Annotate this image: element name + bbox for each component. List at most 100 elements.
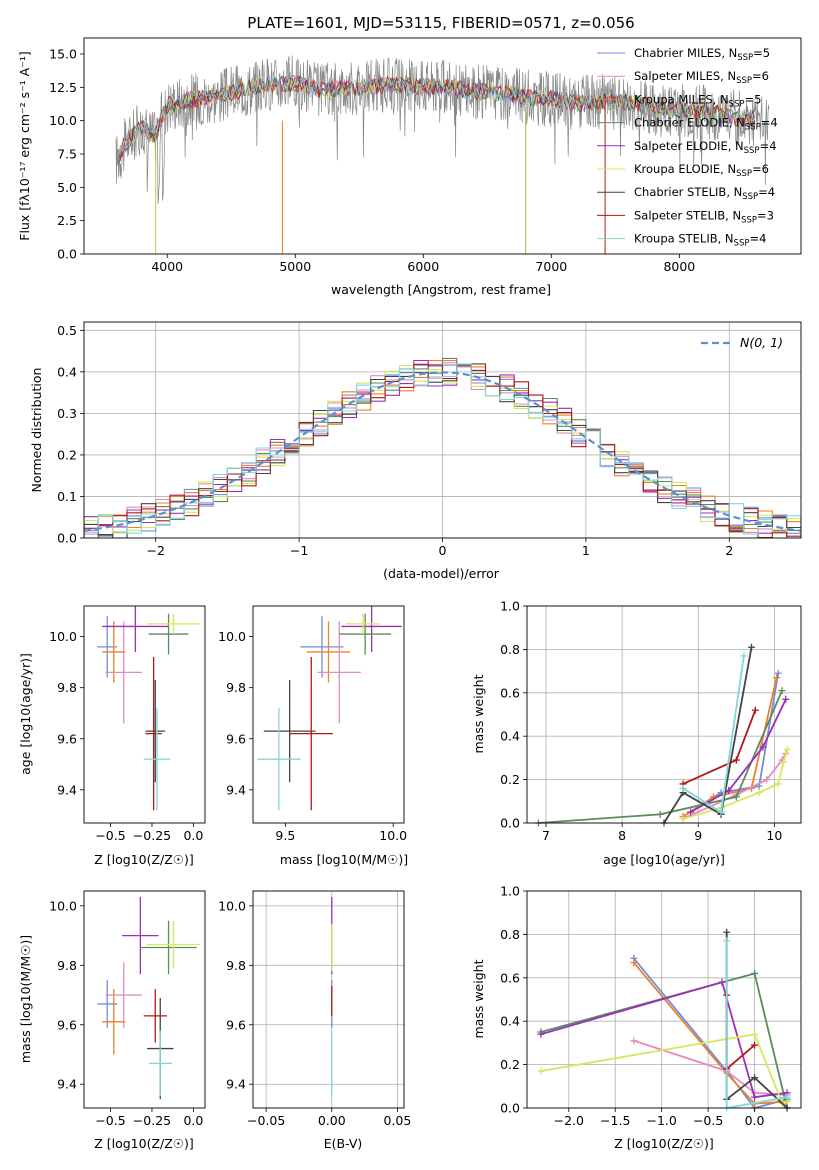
series-salpeter-stelib xyxy=(725,995,756,1071)
plot-area xyxy=(97,606,201,811)
data-point-marker xyxy=(687,808,695,816)
x-tick-label: −0.25 xyxy=(133,828,171,843)
data-point-marker xyxy=(630,959,638,967)
legend-value: =3 xyxy=(757,208,774,222)
x-axis-label: E(B-V) xyxy=(324,1136,363,1151)
y-tick-label: 0.6 xyxy=(500,970,520,985)
plot-area xyxy=(253,891,404,1108)
data-point-marker xyxy=(723,928,731,936)
data-point-marker xyxy=(537,1067,545,1075)
axes-mass_vs_ebv: −0.05 0.00 0.05 9.4 9.6 9.8 10.0 xyxy=(218,890,411,1128)
figure-title: PLATE=1601, MJD=53115, FIBERID=0571, z=0… xyxy=(247,14,634,32)
data-point-marker xyxy=(725,786,733,794)
x-axis-label: mass [log10(M/M☉)] xyxy=(280,852,408,867)
x-tick-label: 9.5 xyxy=(275,828,295,843)
axes-frame xyxy=(83,890,206,1109)
x-axis-label: age [log10(age/yr)] xyxy=(603,852,725,867)
axes-mass_vs_Z: −0.5 −0.25 0.0 9.4 9.6 9.8 10.0 xyxy=(49,890,206,1128)
errorbar-point xyxy=(257,708,301,811)
y-tick-label: 1.0 xyxy=(500,884,520,899)
series-chabrier-stelib xyxy=(663,647,753,824)
errorbar-point xyxy=(140,920,197,975)
data-point-marker xyxy=(779,758,787,766)
series-salpeter-stelib xyxy=(682,709,757,785)
data-point-marker xyxy=(732,793,740,801)
y-tick-label: 0.8 xyxy=(500,642,520,657)
errorbar-point xyxy=(148,1030,172,1097)
x-tick-label: 10.0 xyxy=(379,828,407,843)
legend-label: Chabrier MILES, N xyxy=(634,46,737,60)
legend-value: =4 xyxy=(760,139,777,153)
errorbar-point xyxy=(105,621,143,724)
x-axis-label: Z [log10(Z/Z☉)] xyxy=(94,852,194,867)
series-kroupa-stelib xyxy=(682,655,745,814)
x-tick-label: 1 xyxy=(582,543,590,558)
legend-entry: Salpeter ELODIE, NSSP=4 xyxy=(634,139,777,156)
plot-area xyxy=(527,890,801,1112)
legend-label: Salpeter MILES, N xyxy=(634,69,736,83)
plot-area xyxy=(97,896,201,1100)
data-point-marker xyxy=(732,756,740,764)
legend-value: =5 xyxy=(744,92,761,106)
legend-subscript: SSP xyxy=(737,53,753,63)
y-axis-label: age [log10(age/yr)] xyxy=(18,653,33,775)
y-axis-label: mass [log10(M/M☉)] xyxy=(18,935,33,1063)
legend-subscript: SSP xyxy=(742,192,758,202)
x-tick-label: −1 xyxy=(290,543,308,558)
axes-frame xyxy=(252,890,405,1109)
errorbar-point xyxy=(317,621,361,724)
legend-value: =6 xyxy=(752,69,769,83)
errorbar-point xyxy=(102,606,169,652)
plot-area xyxy=(84,322,801,538)
data-point-marker xyxy=(751,1093,759,1101)
data-point-marker xyxy=(679,784,687,792)
histogram-kroupa-stelib xyxy=(84,363,801,538)
x-axis-label: (data-model)/error xyxy=(383,566,500,581)
data-point-marker xyxy=(774,780,782,788)
legend-value: =5 xyxy=(753,46,770,60)
legend-subscript: SSP xyxy=(734,239,750,249)
y-axis-label: mass weight xyxy=(471,674,486,753)
x-tick-label: −1.5 xyxy=(600,1113,630,1128)
data-point-marker xyxy=(717,808,725,816)
y-tick-label: 1.0 xyxy=(500,599,520,614)
y-tick-label: 2.5 xyxy=(57,213,77,228)
x-axis-label: wavelength [Angstrom, rest frame] xyxy=(331,282,551,297)
legend-label: Kroupa MILES, N xyxy=(634,92,729,106)
x-tick-label: −0.5 xyxy=(95,828,125,843)
series-salpeter-elodie xyxy=(540,980,788,1099)
normal-distribution-curve xyxy=(84,371,801,532)
y-tick-label: 9.6 xyxy=(57,1017,77,1032)
y-tick-label: 0.0 xyxy=(57,247,77,262)
data-point-marker xyxy=(759,743,767,751)
errorbar-point xyxy=(148,613,189,655)
errorbar-point xyxy=(300,616,344,678)
errorbar-point xyxy=(341,606,402,652)
y-tick-label: 9.8 xyxy=(226,680,246,695)
legend-entry: N(0, 1) xyxy=(740,335,783,350)
plot-area xyxy=(257,606,402,811)
x-tick-label: 8 xyxy=(618,828,626,843)
legend-value: =4 xyxy=(758,185,775,199)
y-tick-label: 10.0 xyxy=(218,898,246,913)
legend-entry: Salpeter MILES, NSSP=6 xyxy=(634,69,769,86)
errorbar-point xyxy=(143,708,171,811)
y-tick-label: 10.0 xyxy=(218,629,246,644)
data-point-marker xyxy=(751,1074,759,1082)
errorbar-point xyxy=(102,621,126,683)
axes-frame xyxy=(83,321,802,539)
y-tick-label: 12.5 xyxy=(49,80,77,95)
y-axis-label: Normed distribution xyxy=(29,368,44,493)
legend-value: =4 xyxy=(749,232,766,246)
legend-label: Kroupa ELODIE, N xyxy=(634,162,736,176)
y-tick-label: 0.6 xyxy=(500,685,520,700)
legend-label: Salpeter ELODIE, N xyxy=(634,139,744,153)
errorbar-point xyxy=(145,657,162,811)
axes-age_vs_Z: −0.5 −0.25 0.0 9.4 9.6 9.8 10.0 xyxy=(49,605,206,843)
data-point-marker xyxy=(751,1041,759,1049)
legend-entry: Kroupa STELIB, NSSP=4 xyxy=(634,232,766,249)
data-point-marker xyxy=(656,810,664,818)
y-tick-label: 0.5 xyxy=(57,323,77,338)
data-point-marker xyxy=(751,706,759,714)
errorbar-point xyxy=(105,962,143,1028)
